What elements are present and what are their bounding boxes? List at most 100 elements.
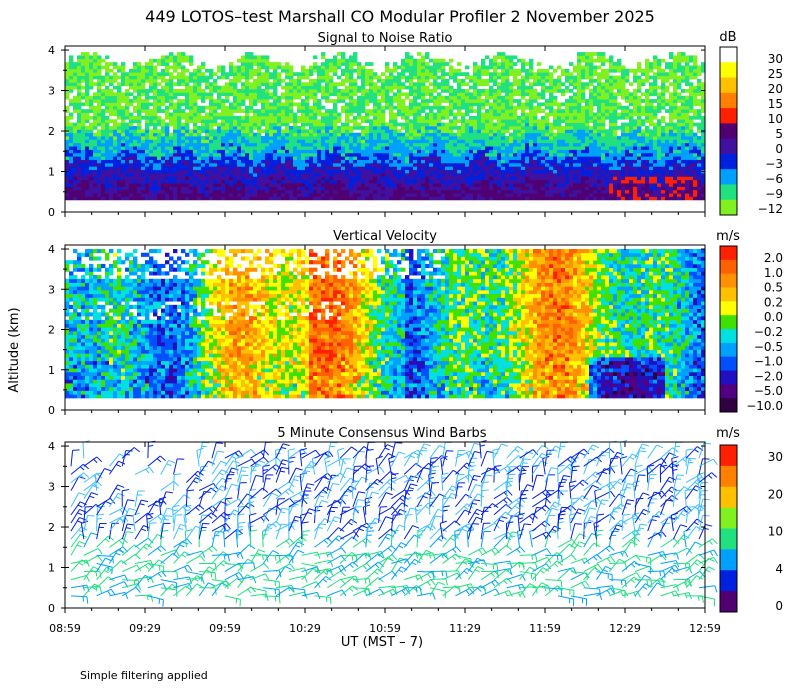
- snr-cell: [453, 183, 458, 187]
- snr-cell: [77, 146, 82, 150]
- snr-cell: [169, 55, 174, 60]
- snr-cell: [249, 105, 254, 110]
- snr-cell: [409, 152, 414, 157]
- snr-cell: [393, 95, 398, 100]
- snr-cell: [445, 139, 450, 144]
- snr-cell: [361, 142, 366, 147]
- snr-cell: [125, 109, 130, 113]
- snr-cell: [73, 172, 78, 177]
- snr-cell: [445, 109, 450, 113]
- snr-cell: [321, 55, 326, 60]
- snr-cell: [405, 142, 410, 147]
- snr-cell: [373, 186, 378, 191]
- snr-cell: [141, 78, 146, 83]
- snr-cell: [145, 112, 150, 117]
- snr-cell: [189, 55, 194, 60]
- snr-cell: [573, 95, 578, 100]
- snr-cell: [165, 55, 170, 60]
- snr-cell: [473, 169, 478, 174]
- snr-cell: [413, 58, 418, 63]
- snr-cell: [149, 112, 154, 117]
- snr-cell: [573, 179, 578, 184]
- snr-cell: [565, 152, 570, 157]
- snr-cell: [181, 129, 186, 134]
- snr-cell: [177, 166, 182, 171]
- snr-cell: [525, 159, 530, 164]
- snr-cell: [265, 75, 270, 80]
- snr-cell: [413, 115, 418, 120]
- snr-cell: [81, 65, 86, 70]
- snr-cell: [177, 125, 182, 130]
- snr-cell: [349, 109, 354, 113]
- snr-cell: [281, 102, 286, 107]
- snr-cell: [285, 189, 290, 194]
- snr-cell: [165, 169, 170, 174]
- snr-cell: [81, 132, 86, 137]
- snr-cell: [501, 112, 506, 117]
- snr-cell: [417, 189, 422, 194]
- snr-cell: [465, 65, 470, 70]
- snr-cell: [509, 119, 514, 124]
- snr-cell: [437, 196, 442, 201]
- snr-cell: [565, 115, 570, 120]
- snr-cell: [405, 172, 410, 177]
- snr-cell: [197, 183, 202, 187]
- snr-cell: [133, 85, 138, 90]
- snr-cell: [69, 75, 74, 80]
- snr-cell: [501, 75, 506, 80]
- snr-cell: [305, 176, 310, 181]
- snr-cell: [413, 109, 418, 113]
- snr-cell: [293, 183, 298, 187]
- snr-cell: [501, 102, 506, 107]
- snr-cell: [285, 95, 290, 100]
- snr-cell: [105, 55, 110, 60]
- snr-cell: [309, 162, 314, 167]
- snr-cell: [325, 142, 330, 147]
- snr-cell: [309, 78, 314, 83]
- snr-cell: [397, 193, 402, 197]
- snr-cell: [277, 115, 282, 120]
- snr-cell: [217, 136, 222, 140]
- snr-cell: [341, 152, 346, 157]
- snr-cell: [237, 169, 242, 174]
- snr-cell: [501, 105, 506, 110]
- snr-cell: [545, 105, 550, 110]
- snr-cell: [409, 179, 414, 184]
- snr-cell: [73, 169, 78, 174]
- snr-cell: [137, 189, 142, 194]
- snr-cell: [433, 149, 438, 154]
- snr-cell: [289, 189, 294, 194]
- snr-cell: [377, 196, 382, 201]
- snr-cell: [185, 166, 190, 171]
- snr-cell: [585, 102, 590, 107]
- snr-cell: [205, 105, 210, 110]
- snr-cell: [377, 105, 382, 110]
- snr-cell: [485, 89, 490, 93]
- snr-cell: [313, 176, 318, 181]
- snr-cell: [557, 196, 562, 201]
- snr-cell: [281, 186, 286, 191]
- snr-cell: [425, 139, 430, 144]
- snr-cell: [537, 82, 542, 87]
- snr-cell: [201, 159, 206, 164]
- snr-cell: [205, 162, 210, 167]
- snr-cell: [385, 149, 390, 154]
- snr-cell: [369, 169, 374, 174]
- snr-cell: [397, 146, 402, 150]
- snr-cell: [585, 139, 590, 144]
- snr-cell: [141, 89, 146, 93]
- snr-cell: [361, 152, 366, 157]
- snr-cell: [173, 82, 178, 87]
- snr-cell: [229, 125, 234, 130]
- snr-cell: [461, 156, 466, 160]
- snr-cell: [313, 55, 318, 60]
- snr-cell: [573, 119, 578, 124]
- snr-cell: [413, 102, 418, 107]
- snr-cell: [557, 136, 562, 140]
- snr-cell: [437, 112, 442, 117]
- snr-cell: [245, 115, 250, 120]
- snr-cell: [409, 162, 414, 167]
- snr-cell: [525, 75, 530, 80]
- snr-cell: [409, 159, 414, 164]
- snr-cell: [377, 162, 382, 167]
